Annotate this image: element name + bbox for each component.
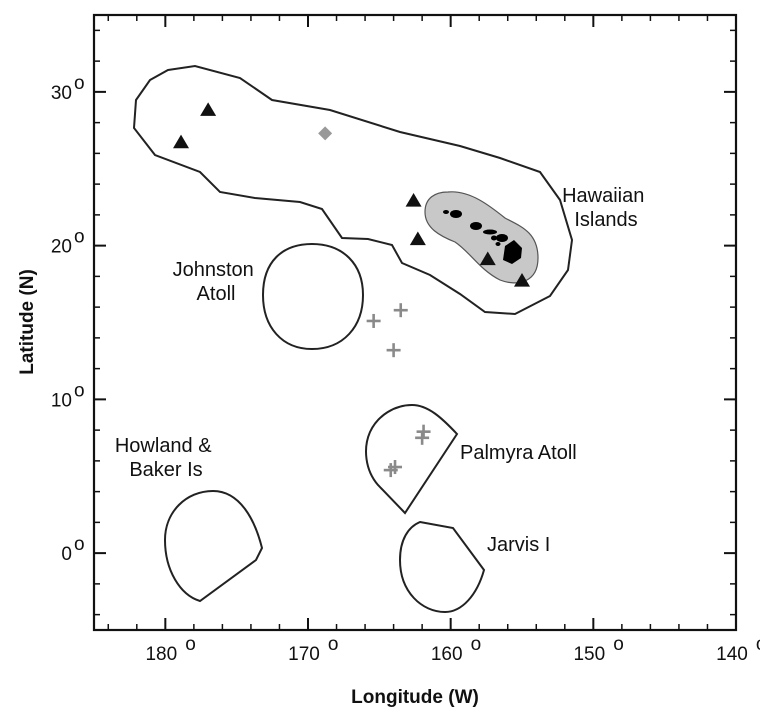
label-howland-line-1: Howland & (115, 435, 212, 457)
jarvis-eez-boundary (398, 520, 486, 614)
palmyra-eez-boundary (365, 403, 459, 515)
johnston-eez-boundary (261, 242, 365, 351)
triangle-marker (409, 231, 426, 246)
cross-marker (393, 303, 408, 318)
label-johnston-line-1: Johnston (173, 259, 254, 281)
label-hawaiian-line-2: Islands (574, 209, 637, 231)
label-johnston-line-2: Atoll (197, 283, 236, 305)
x-tick-degree: o (471, 634, 482, 655)
label-hawaiian-islands: Hawaiian Islands (562, 185, 650, 231)
cross-marker (366, 313, 381, 328)
x-tick-label: 180 (145, 644, 177, 665)
island-kauai (450, 210, 462, 218)
cross-marker (386, 343, 401, 358)
x-tick-degree: o (328, 634, 339, 655)
x-tick-degree: o (756, 634, 760, 655)
label-howland-baker: Howland & Baker Is (115, 435, 217, 481)
label-hawaiian-line-1: Hawaiian (562, 185, 644, 207)
triangle-marker (479, 251, 496, 266)
x-tick-label: 140 (716, 644, 748, 665)
island-maui (496, 234, 508, 242)
hawaii-nearshore-zone (424, 191, 539, 284)
diamond-marker (318, 126, 333, 141)
y-tick-label: 30 (51, 83, 72, 104)
island-kahoolawe (495, 242, 501, 246)
y-tick-label: 10 (51, 390, 72, 411)
island-lanai (491, 235, 497, 241)
triangle-marker (405, 193, 422, 207)
island-hawaii (503, 240, 522, 264)
cross-marker (383, 463, 398, 478)
y-tick-degree: o (74, 73, 85, 94)
x-tick-label: 150 (573, 644, 605, 665)
triangle-marker (200, 102, 217, 116)
plot-frame (92, 13, 738, 632)
eez-boundaries (132, 64, 574, 614)
survey-markers (173, 102, 530, 478)
axis-ticks: 180o170o160o150o140o30o20o10o0o (51, 15, 760, 665)
y-tick-degree: o (74, 227, 85, 248)
label-jarvis-island: Jarvis I (487, 534, 550, 556)
hawaiian-eez-boundary (132, 64, 574, 316)
main-hawaiian-islands (443, 210, 522, 264)
y-tick-degree: o (74, 534, 85, 555)
island-molokai (483, 229, 497, 235)
y-tick-label: 0 (61, 544, 72, 565)
x-tick-label: 160 (431, 644, 463, 665)
label-palmyra-atoll: Palmyra Atoll (460, 442, 577, 464)
nearshore-band (424, 191, 539, 284)
region-labels: Hawaiian Islands Johnston Atoll Howland … (115, 185, 650, 556)
y-tick-label: 20 (51, 237, 72, 258)
triangle-marker (173, 134, 190, 149)
howland-baker-eez-boundary (163, 489, 264, 603)
x-axis-title: Longitude (W) (351, 687, 479, 708)
x-tick-label: 170 (288, 644, 320, 665)
label-johnston-atoll: Johnston Atoll (173, 259, 260, 305)
cross-marker (415, 430, 430, 445)
label-howland-line-2: Baker Is (129, 459, 202, 481)
y-axis-title: Latitude (N) (17, 269, 38, 375)
x-tick-degree: o (613, 634, 624, 655)
cross-marker (416, 424, 431, 439)
y-tick-degree: o (74, 380, 85, 401)
island-niihau (443, 210, 449, 214)
triangle-marker (514, 272, 530, 287)
x-tick-degree: o (185, 634, 196, 655)
island-oahu (470, 222, 482, 230)
